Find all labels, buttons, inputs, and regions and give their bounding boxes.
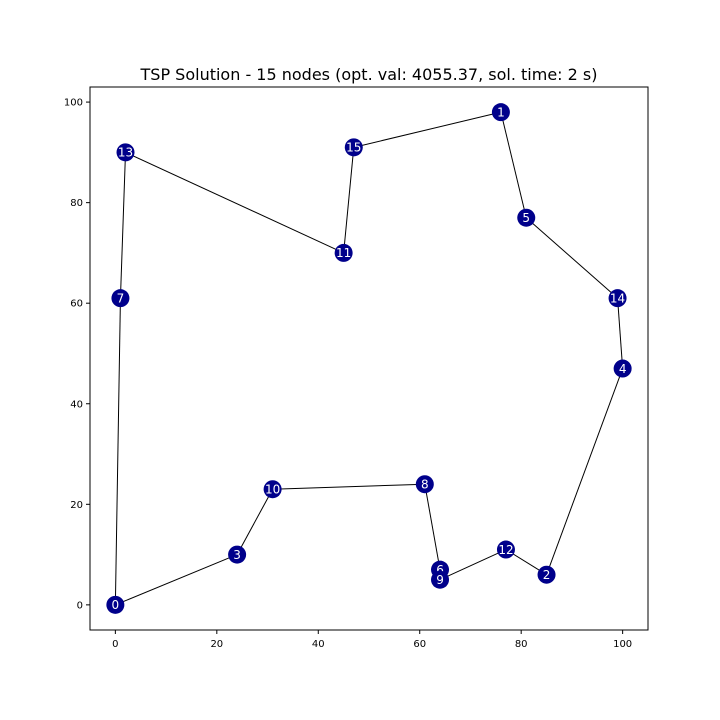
plot-area-frame <box>89 86 649 631</box>
x-axis: 0 20 40 60 80 100 <box>112 630 632 650</box>
node-9-marker <box>431 570 450 589</box>
tour-edge-8-6 <box>424 484 441 570</box>
tour-edge-4-14 <box>617 298 624 369</box>
tour-edge-2-4 <box>546 368 624 575</box>
x-tick-label: 80 <box>515 639 528 650</box>
node-14-marker <box>608 289 627 308</box>
node-4-label: 4 <box>619 362 627 376</box>
x-tick-label: 60 <box>413 639 426 650</box>
y-axis: 0 20 40 60 80 100 <box>64 98 90 611</box>
node-5-marker <box>517 208 536 227</box>
x-tick-label: 0 <box>112 639 118 650</box>
node-14-label: 14 <box>610 291 625 305</box>
tour-edge-14-5 <box>525 217 618 299</box>
node-10-marker <box>263 480 282 499</box>
node-3-label: 3 <box>233 548 241 562</box>
tour-edge-7-0 <box>114 298 121 605</box>
x-tick-label: 20 <box>210 639 223 650</box>
chart-title: TSP Solution - 15 nodes (opt. val: 4055.… <box>140 65 598 84</box>
tour-edge-5-1 <box>500 112 527 218</box>
node-7-label: 7 <box>117 291 125 305</box>
node-1-marker <box>491 103 510 122</box>
node-12-label: 12 <box>498 543 513 557</box>
y-tick-label: 80 <box>70 198 83 209</box>
node-8-label: 8 <box>421 477 429 491</box>
node-11-label: 11 <box>336 246 351 260</box>
tour-edge-11-13 <box>125 151 344 254</box>
node-13-marker <box>116 143 135 162</box>
tour-edge-10-8 <box>272 483 425 490</box>
tour-edge-13-7 <box>119 152 127 299</box>
y-tick-label: 40 <box>70 399 83 410</box>
node-2-marker <box>537 565 556 584</box>
node-15-marker <box>344 138 363 157</box>
tour-edges <box>114 111 624 606</box>
node-2-label: 2 <box>543 568 551 582</box>
node-13-label: 13 <box>118 146 133 160</box>
tour-edge-1-15 <box>353 111 502 148</box>
node-8-marker <box>415 475 434 494</box>
node-5-label: 5 <box>522 211 530 225</box>
node-7-marker <box>111 289 130 308</box>
node-0-marker <box>106 595 125 614</box>
tour-edge-15-11 <box>343 147 355 253</box>
node-15-label: 15 <box>346 141 361 155</box>
tour-edge-9-12 <box>439 549 507 581</box>
tour-edge-3-10 <box>236 488 274 555</box>
tour-edge-0-3 <box>115 554 238 606</box>
node-6-label: 6 <box>436 563 444 577</box>
node-10-label: 10 <box>265 483 280 497</box>
y-tick-label: 20 <box>70 500 83 511</box>
y-tick-label: 60 <box>70 299 83 310</box>
node-0-label: 0 <box>112 598 120 612</box>
node-11-marker <box>334 243 353 262</box>
y-tick-label: 0 <box>77 600 83 611</box>
node-3-marker <box>228 545 247 564</box>
x-tick-label: 100 <box>613 639 632 650</box>
node-1-label: 1 <box>497 105 505 119</box>
node-12-marker <box>496 540 515 559</box>
y-tick-label: 100 <box>64 98 83 109</box>
x-tick-label: 40 <box>312 639 325 650</box>
node-4-marker <box>613 359 632 378</box>
node-9-label: 9 <box>436 573 444 587</box>
